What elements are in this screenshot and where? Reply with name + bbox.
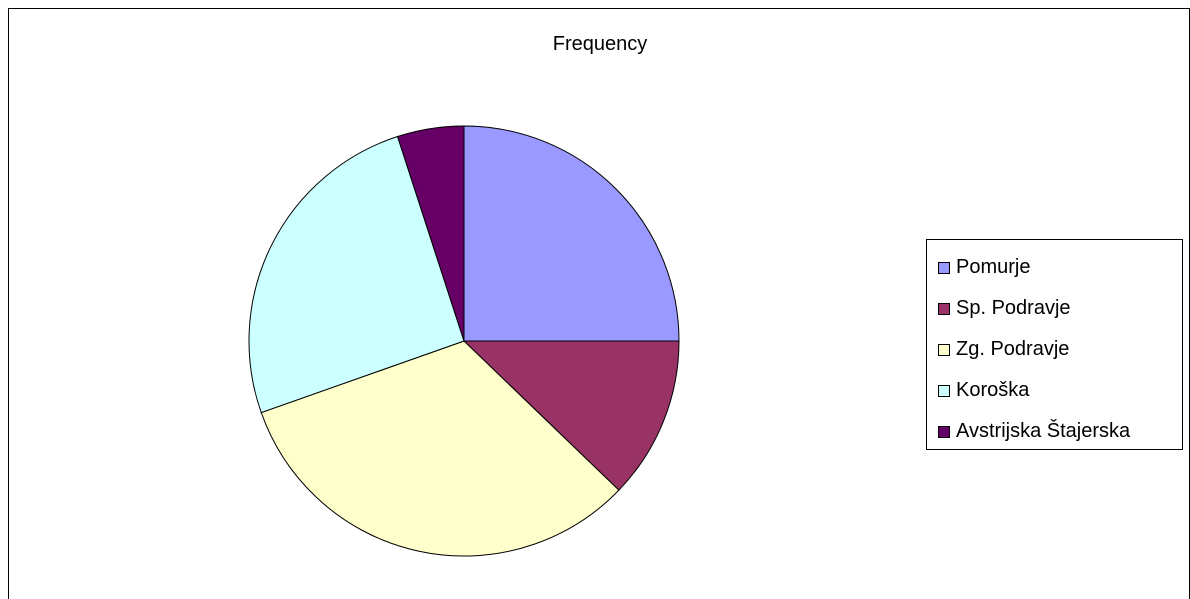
legend-label-avstrijska-stajerska: Avstrijska Štajerska [956, 420, 1131, 442]
legend-label-pomurje: Pomurje [956, 256, 1031, 278]
pie-slice-avstrijska-stajerska [396, 125, 465, 342]
legend-swatch-zg-podravje [938, 343, 950, 356]
legend-label-sp-podravje: Sp. Podravje [956, 297, 1071, 319]
legend-label-koroska: Koroška [956, 379, 1030, 401]
pie-slice-pomurje [463, 125, 680, 342]
legend-item-zg-podravje: Zg. Podravje [927, 329, 1182, 370]
chart-area: Frequency Pomurje Sp. Podravje Zg. Podra… [8, 8, 1190, 599]
legend-swatch-sp-podravje [938, 302, 950, 315]
legend-swatch-avstrijska-stajerska [938, 425, 950, 438]
pie-slice-zg-podravje [260, 340, 620, 557]
legend: Pomurje Sp. Podravje Zg. Podravje Korošk… [926, 239, 1183, 450]
pie-chart [248, 125, 680, 557]
legend-item-sp-podravje: Sp. Podravje [927, 288, 1182, 329]
legend-item-koroska: Koroška [927, 370, 1182, 411]
chart-title: Frequency [552, 33, 648, 55]
legend-swatch-pomurje [938, 261, 950, 274]
pie-slice-koroska [248, 135, 465, 414]
pie-slice-sp-podravje [462, 340, 680, 491]
legend-item-avstrijska-stajerska: Avstrijska Štajerska [927, 411, 1182, 452]
legend-item-pomurje: Pomurje [927, 247, 1182, 288]
legend-label-zg-podravje: Zg. Podravje [956, 338, 1070, 360]
legend-swatch-koroska [938, 384, 950, 397]
